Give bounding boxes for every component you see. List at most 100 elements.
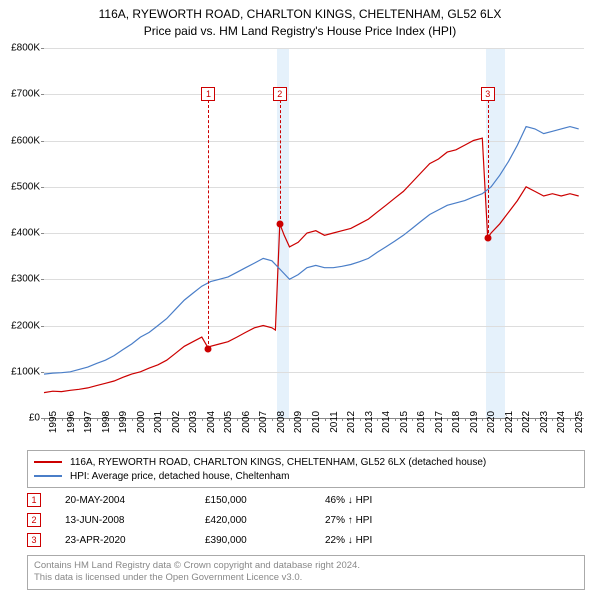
xtick-mark [132,418,133,421]
xtick-label: 2016 [416,411,427,433]
event-table-diff: 46% ↓ HPI [325,495,372,506]
xtick-label: 2006 [241,411,252,433]
ytick-label: £300K [0,274,40,285]
xtick-label: 2022 [521,411,532,433]
event-table-date: 13-JUN-2008 [65,515,205,526]
chart-container: 116A, RYEWORTH ROAD, CHARLTON KINGS, CHE… [0,0,600,590]
xtick-label: 1995 [48,411,59,433]
xtick-label: 2003 [188,411,199,433]
ytick-mark [41,233,44,234]
title-block: 116A, RYEWORTH ROAD, CHARLTON KINGS, CHE… [0,0,600,40]
xtick-label: 1999 [118,411,129,433]
xtick-label: 2019 [469,411,480,433]
xtick-label: 2015 [399,411,410,433]
legend-row: 116A, RYEWORTH ROAD, CHARLTON KINGS, CHE… [34,455,578,469]
xtick-mark [289,418,290,421]
event-marker-box: 3 [481,87,495,101]
legend-swatch [34,461,62,463]
xtick-mark [570,418,571,421]
xtick-label: 2007 [258,411,269,433]
xtick-mark [377,418,378,421]
event-table: 1 20-MAY-2004£150,00046% ↓ HPI 2 13-JUN-200… [27,490,585,550]
event-marker-box: 2 [273,87,287,101]
xtick-mark [202,418,203,421]
footer-line2: This data is licensed under the Open Gov… [34,572,578,584]
xtick-mark [412,418,413,421]
event-marker-line [208,100,209,348]
event-table-price: £150,000 [205,495,325,506]
plot-svg [44,48,584,418]
event-table-diff: 22% ↓ HPI [325,535,372,546]
event-table-num: 2 [27,513,41,527]
xtick-mark [552,418,553,421]
xtick-mark [430,418,431,421]
event-marker-dot [276,220,283,227]
ytick-label: £700K [0,89,40,100]
ytick-label: £400K [0,228,40,239]
event-table-date: 23-APR-2020 [65,535,205,546]
event-table-price: £420,000 [205,515,325,526]
ytick-mark [41,141,44,142]
ytick-label: £600K [0,135,40,146]
xtick-label: 2021 [504,411,515,433]
xtick-label: 1996 [66,411,77,433]
xtick-label: 2020 [486,411,497,433]
xtick-mark [342,418,343,421]
series-hpi [44,127,579,375]
xtick-mark [219,418,220,421]
ytick-mark [41,94,44,95]
ytick-mark [41,187,44,188]
legend-swatch [34,475,62,477]
xtick-mark [465,418,466,421]
xtick-label: 1998 [101,411,112,433]
xtick-label: 2023 [539,411,550,433]
xtick-label: 2001 [153,411,164,433]
ytick-label: £200K [0,320,40,331]
ytick-mark [41,279,44,280]
xtick-label: 2017 [434,411,445,433]
event-marker-dot [484,234,491,241]
event-table-row: 2 13-JUN-2008£420,00027% ↑ HPI [27,510,585,530]
event-table-row: 3 23-APR-2020£390,00022% ↓ HPI [27,530,585,550]
event-table-diff: 27% ↑ HPI [325,515,372,526]
xtick-mark [500,418,501,421]
xtick-mark [62,418,63,421]
xtick-label: 2014 [381,411,392,433]
xtick-mark [535,418,536,421]
legend-label: 116A, RYEWORTH ROAD, CHARLTON KINGS, CHE… [70,457,486,468]
footer-line1: Contains HM Land Registry data © Crown c… [34,560,578,572]
xtick-label: 2008 [276,411,287,433]
xtick-mark [149,418,150,421]
event-table-num: 3 [27,533,41,547]
title-address: 116A, RYEWORTH ROAD, CHARLTON KINGS, CHE… [0,6,600,23]
xtick-mark [482,418,483,421]
ytick-mark [41,372,44,373]
xtick-mark [184,418,185,421]
legend-row: HPI: Average price, detached house, Chel… [34,469,578,483]
xtick-mark [114,418,115,421]
xtick-mark [272,418,273,421]
xtick-mark [447,418,448,421]
ytick-label: £100K [0,366,40,377]
xtick-label: 2025 [574,411,585,433]
event-table-num: 1 [27,493,41,507]
ytick-mark [41,326,44,327]
ytick-label: £500K [0,181,40,192]
xtick-label: 2018 [451,411,462,433]
xtick-label: 2012 [346,411,357,433]
xtick-mark [395,418,396,421]
ytick-label: £0 [0,413,40,424]
title-subtitle: Price paid vs. HM Land Registry's House … [0,23,600,40]
event-table-date: 20-MAY-2004 [65,495,205,506]
xtick-mark [254,418,255,421]
xtick-mark [307,418,308,421]
xtick-label: 2000 [136,411,147,433]
xtick-label: 2004 [206,411,217,433]
xtick-label: 2002 [171,411,182,433]
event-marker-dot [205,345,212,352]
ytick-label: £800K [0,43,40,54]
event-marker-line [280,100,281,224]
xtick-label: 1997 [83,411,94,433]
legend-label: HPI: Average price, detached house, Chel… [70,471,289,482]
event-table-price: £390,000 [205,535,325,546]
